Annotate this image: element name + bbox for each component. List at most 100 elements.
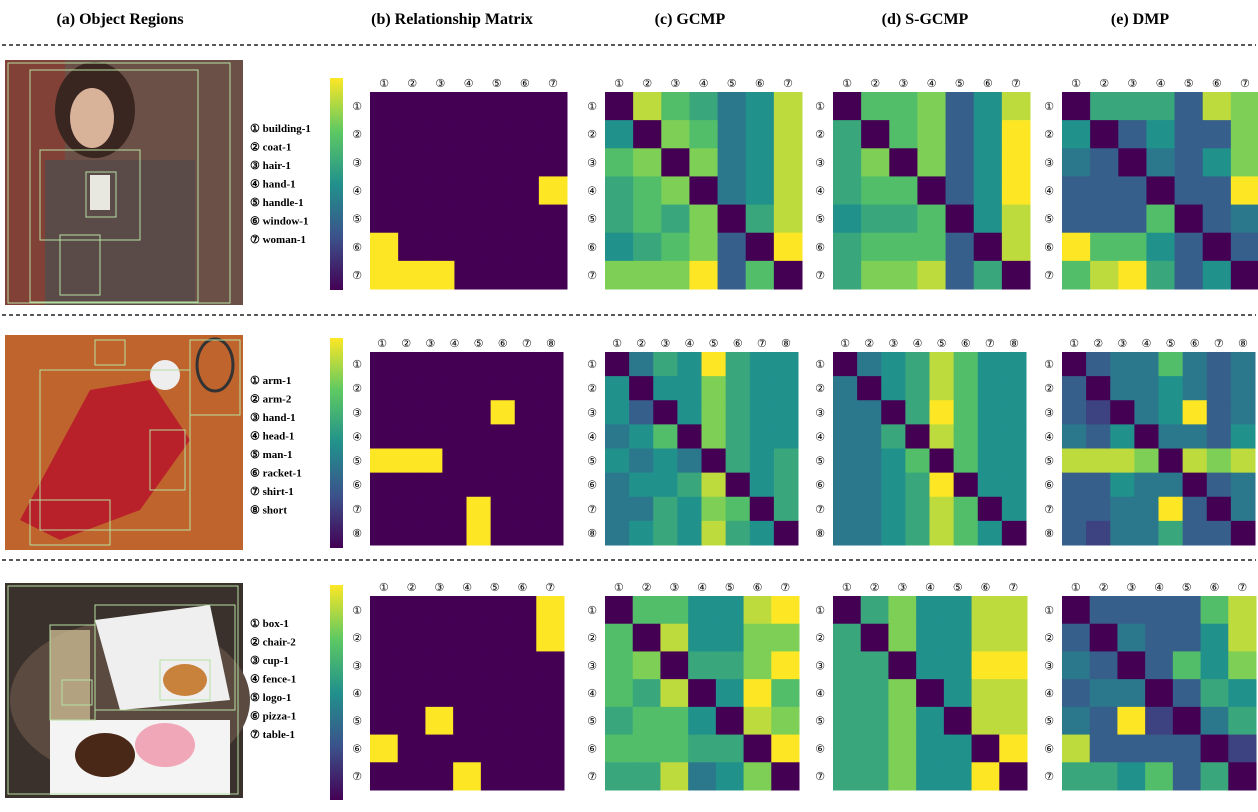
heatmap-cell [726,352,751,377]
heatmap-cell [1002,261,1031,290]
heatmap-cell [1201,624,1229,652]
heatmap-cell [718,261,747,290]
heatmap-cell [905,400,930,425]
heatmap-cell [653,473,678,498]
heatmap-cell [857,400,882,425]
object-label: ② arm-2 [250,394,292,406]
heatmap-cell [1110,352,1135,377]
heatmap-cell [1062,497,1087,522]
heatmap-cell [861,735,889,763]
heatmap-cell [1117,707,1145,735]
heatmap-cell [1207,424,1232,449]
heatmap-cell [718,205,747,234]
heatmap-cell [398,679,426,707]
heatmap-cell [394,473,419,498]
heatmap-cell [605,735,633,763]
heatmap-cell [881,521,906,546]
heatmap-cell [889,233,918,262]
column-index: ⑧ [1009,337,1019,350]
heatmap-cell [370,92,399,121]
heatmap-cell [511,148,540,177]
heatmap-cell [1002,473,1027,498]
heatmap-cell [726,449,751,474]
heatmap-cell [689,120,718,149]
heatmap-cell [605,352,630,377]
heatmap-cell [774,400,799,425]
heatmap-cell [453,735,481,763]
heatmap-cell [605,205,634,234]
heatmap-cell [881,497,906,522]
heatmap-cell [746,205,775,234]
heatmap-cell [1062,449,1087,474]
heatmap-cell [716,762,744,790]
heatmap-cell [491,521,516,546]
column-index: ④ [685,337,695,350]
heatmap-cell [442,424,467,449]
heatmap-cell [917,176,946,205]
heatmap-cell [536,651,564,679]
heatmap-cell [1203,176,1232,205]
object-label: ① building-1 [250,123,311,135]
heatmap-cell [481,679,509,707]
heatmap-cell [1175,233,1204,262]
column-index: ④ [699,77,709,90]
heatmap-cell [1062,679,1090,707]
heatmap-cell [633,762,661,790]
heatmap-cell [661,120,690,149]
heatmap-cell [774,449,799,474]
heatmap-cell [536,624,564,652]
heatmap-cell [677,497,702,522]
heatmap-cell [689,261,718,290]
heatmap-cell [1159,376,1184,401]
object-label: ⑦ table-1 [250,729,295,741]
heatmap-cell [930,473,955,498]
column-index: ⑥ [980,581,990,594]
heatmap-cell [661,233,690,262]
heatmap-cell [946,176,975,205]
row-index: ③ [1044,406,1054,419]
heatmap-cell [1118,233,1147,262]
heatmap-cell [1002,352,1027,377]
heatmap-cell [833,521,858,546]
heatmap-cell [774,176,803,205]
column-index: ⑥ [752,581,762,594]
colorbar [330,585,343,800]
heatmap-cell [857,473,882,498]
heatmap-cell [888,651,916,679]
heatmap-cell [398,707,426,735]
heatmap-cell [370,707,398,735]
heatmap-cell [774,521,799,546]
heatmap-cell [539,261,568,290]
column-index: ① [842,77,852,90]
heatmap-cell [930,376,955,401]
heatmap-cell [1203,261,1232,290]
heatmap-cell [605,651,633,679]
heatmap-cell [515,376,540,401]
heatmap-cell [454,233,483,262]
heatmap-cell [954,352,979,377]
column-index: ③ [1126,581,1136,594]
heatmap-cell [425,624,453,652]
heatmap-cell [999,596,1027,624]
heatmap-cell [954,521,979,546]
column-index: ③ [1117,337,1127,350]
heatmap-cell [605,449,630,474]
heatmap-cell [944,679,972,707]
row-index: ① [352,604,362,617]
heatmap-cell [398,762,426,790]
heatmap-cell [491,473,516,498]
row-index: ② [352,382,362,395]
heatmap-cell [1086,424,1111,449]
heatmap-cell [917,233,946,262]
heatmap-cell [972,762,1000,790]
heatmap-cell [771,735,799,763]
heatmap-cell [954,497,979,522]
heatmap-cell [370,205,399,234]
column-index: ③ [669,581,679,594]
heatmap-cell [515,473,540,498]
heatmap-cell [881,352,906,377]
column-index: ⑦ [780,581,790,594]
heatmap-cell [1207,521,1232,546]
row-index: ③ [1044,659,1054,672]
row-index: ② [587,382,597,395]
